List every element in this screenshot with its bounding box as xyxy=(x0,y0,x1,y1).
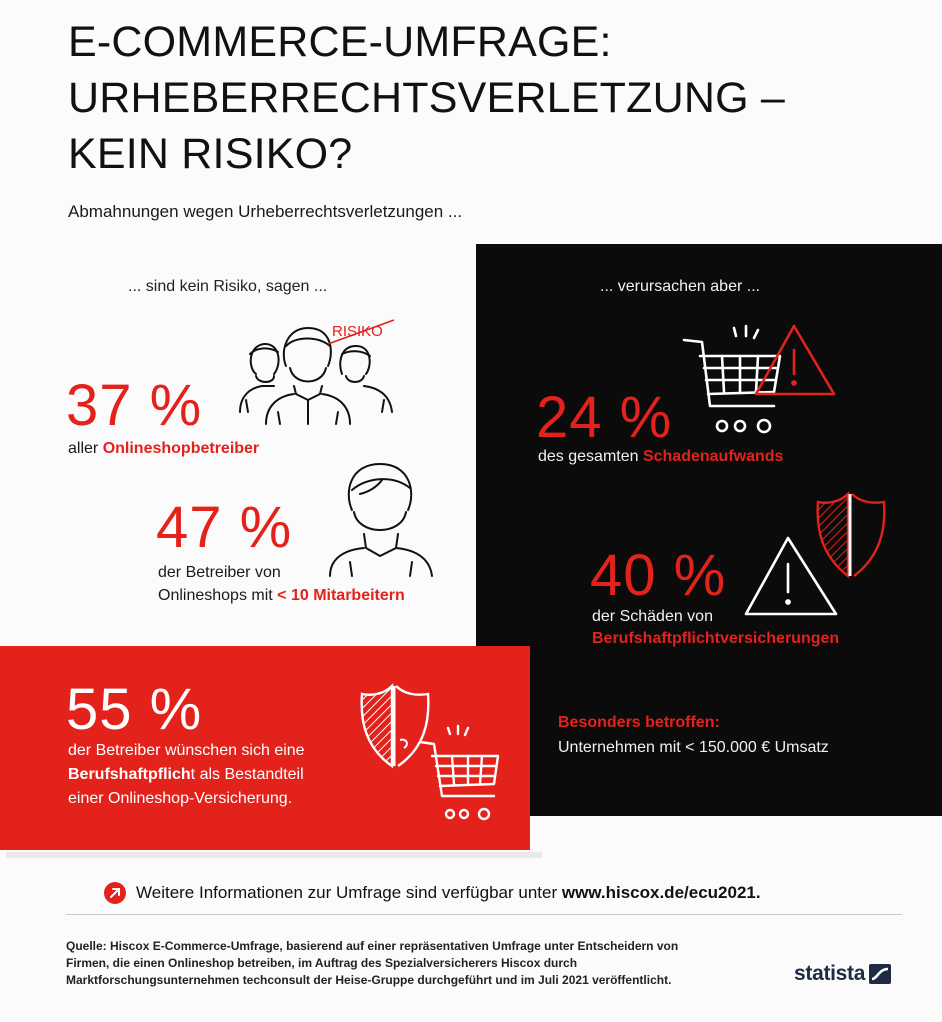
stat-40-line1: der Schäden von xyxy=(592,608,713,625)
subtitle: Abmahnungen wegen Urheberrechtsverletzun… xyxy=(68,202,463,221)
stat-47-line2-prefix: Onlineshops mit xyxy=(158,587,278,604)
note-heading: Besonders betroffen: xyxy=(558,712,720,733)
title-line-3: KEIN RISIKO? xyxy=(68,130,353,178)
stat-47-line2: Onlineshops mit < 10 Mitarbeitern xyxy=(158,585,405,606)
warning-triangle-icon xyxy=(744,536,838,616)
stat-47-line2-highlight: < 10 Mitarbeitern xyxy=(277,587,405,604)
stat-37-text-highlight: Onlineshopbetreiber xyxy=(102,440,260,457)
stat-37-value: 37 % xyxy=(66,373,203,438)
right-column-header: ... verursachen aber ... xyxy=(600,278,761,295)
stat-55-line1: der Betreiber wünschen sich eine xyxy=(68,742,305,759)
stat-47-line1: der Betreiber von xyxy=(158,564,281,581)
title-line-1: E-COMMERCE-UMFRAGE: xyxy=(68,18,612,66)
logo-text: statista xyxy=(794,962,866,985)
stat-24-text: des gesamten Schadenaufwands xyxy=(538,446,783,467)
stat-55-line2-rest: t als Bestandteil xyxy=(190,766,304,783)
stat-40-line2: Berufshaftpflichtversicherungen xyxy=(592,628,839,649)
people-group-icon: RISIKO xyxy=(239,319,395,425)
stat-24-value: 24 % xyxy=(536,385,673,450)
shield-icon xyxy=(360,683,430,769)
stat-40-line2-highlight: Berufshaftpflichtversicherungen xyxy=(592,630,840,647)
stat-55-line2: Berufshaftpflicht als Bestandteil xyxy=(68,764,304,785)
stat-24-text-highlight: Schadenaufwands xyxy=(642,448,784,465)
title-line-2: URHEBERRECHTSVERLETZUNG – xyxy=(68,74,785,122)
risiko-label: RISIKO xyxy=(332,323,383,340)
divider xyxy=(66,914,902,915)
page-title: E-COMMERCE-UMFRAGE: URHEBERRECHTSVERLETZ… xyxy=(68,14,888,182)
note-text: Unternehmen mit < 150.000 € Umsatz xyxy=(558,739,829,756)
stat-55-line2-bold: Berufshaftpflich xyxy=(68,766,191,783)
info-row: Weitere Informationen zur Umfrage sind v… xyxy=(104,882,761,904)
info-text: Weitere Informationen zur Umfrage sind v… xyxy=(136,883,761,903)
stat-24-text-prefix: des gesamten xyxy=(538,448,643,465)
shield-icon xyxy=(816,491,886,579)
left-column-header: ... sind kein Risiko, sagen ... xyxy=(128,278,328,295)
info-link[interactable]: www.hiscox.de/ecu2021. xyxy=(561,883,761,902)
red-panel-shadow xyxy=(6,852,542,858)
statista-logo-icon xyxy=(869,964,892,984)
stat-37-text-prefix: aller xyxy=(68,440,103,457)
info-prefix: Weitere Informationen zur Umfrage sind v… xyxy=(136,883,562,902)
red-panel xyxy=(0,646,530,850)
arrow-bullet-icon xyxy=(104,882,126,904)
statista-logo: statista xyxy=(794,962,892,986)
warning-triangle-icon xyxy=(754,324,836,396)
stat-47-value: 47 % xyxy=(156,495,293,560)
black-panel xyxy=(476,244,942,816)
stat-55-line3: einer Onlineshop-Versicherung. xyxy=(68,790,293,807)
stat-37-text: aller Onlineshopbetreiber xyxy=(68,438,259,459)
stat-40-value: 40 % xyxy=(590,543,727,608)
source-note: Quelle: Hiscox E-Commerce-Umfrage, basie… xyxy=(66,939,679,987)
shopping-cart-icon xyxy=(418,724,500,821)
stat-55-value: 55 % xyxy=(66,677,203,742)
person-icon xyxy=(329,463,433,577)
note-heading-text: Besonders betroffen: xyxy=(558,714,720,731)
